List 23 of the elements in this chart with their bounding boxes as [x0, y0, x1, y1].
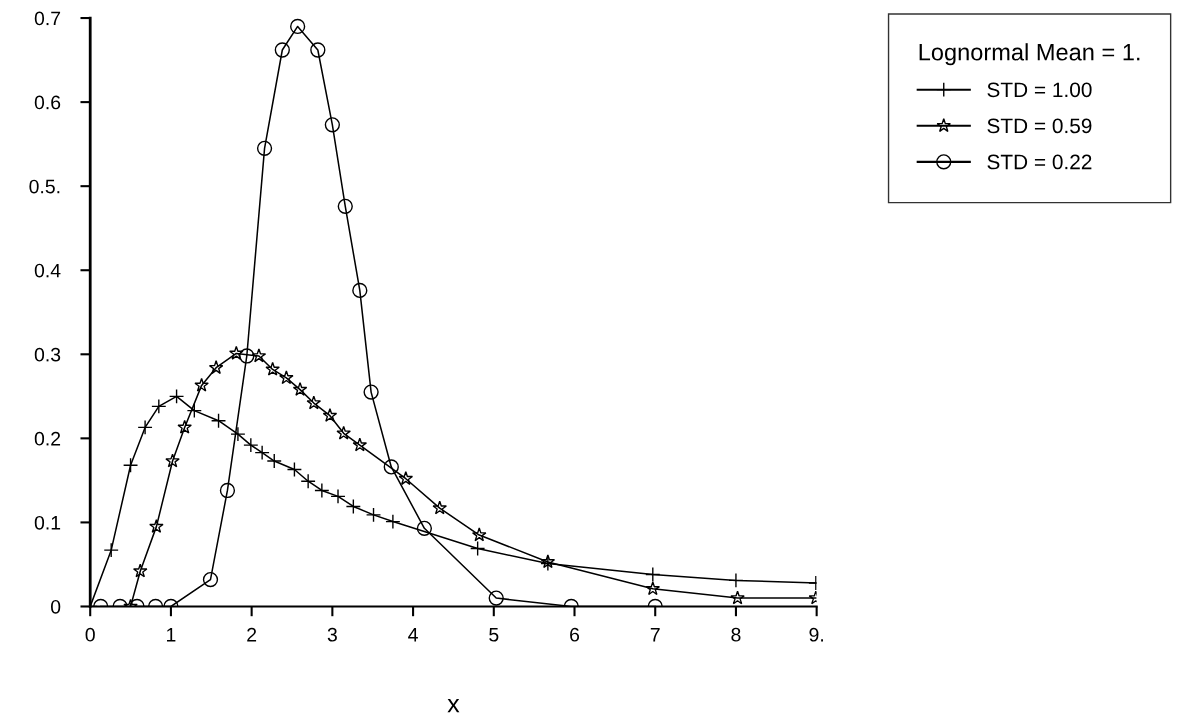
y-tick-label: 0.4: [34, 263, 61, 278]
x-tick-label: 0: [85, 627, 95, 642]
x-tick-label: 3: [327, 627, 337, 642]
y-tick-label: 0.2: [34, 431, 61, 446]
y-tick-label: 0.3: [34, 347, 61, 362]
y-tick-label: 0.6: [34, 95, 61, 110]
legend-label: STD = 0.59: [987, 118, 1092, 134]
legend-title: Lognormal Mean = 1.: [919, 43, 1140, 66]
legend-label: STD = 1.00: [987, 82, 1092, 98]
y-tick-label: 0.5.: [29, 179, 60, 194]
x-tick-label: 5: [489, 628, 499, 642]
legend-label: STD = 0.22: [987, 154, 1092, 170]
x-tick-label: 4: [408, 628, 418, 642]
x-tick-label: 7: [650, 628, 660, 642]
x-tick-label: 6: [570, 627, 580, 642]
x-tick-label: 2: [247, 627, 257, 642]
x-tick-label: 9.: [809, 627, 823, 642]
x-tick-label: 1: [167, 628, 176, 642]
y-tick-label: 0: [50, 599, 61, 614]
x-tick-label: 8: [731, 627, 741, 642]
y-tick-label: 0.1: [34, 515, 61, 530]
y-tick-label: 0.7: [34, 11, 61, 26]
x-axis-title: x: [447, 698, 460, 713]
